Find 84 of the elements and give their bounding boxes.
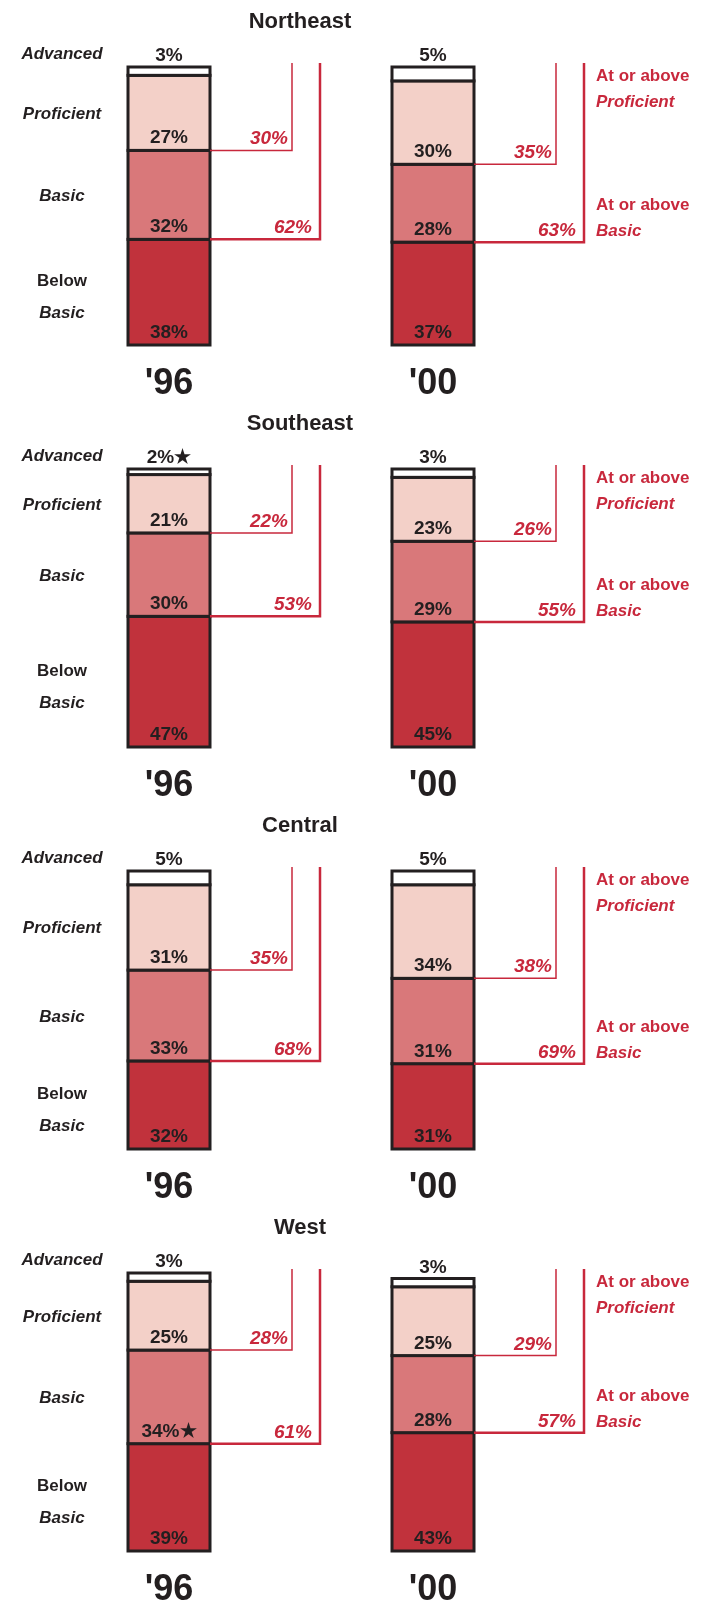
text: At or above Proficient	[596, 66, 690, 111]
data-label: 23%	[413, 517, 453, 539]
data-label: 28%	[413, 1408, 453, 1430]
data-label: 28%	[413, 218, 453, 240]
data-label: 29%	[413, 597, 453, 619]
annotation: 61%	[273, 1420, 313, 1442]
annotation: 62%	[273, 216, 313, 238]
data-label: 3%	[155, 44, 183, 65]
series-label: Proficient	[22, 918, 103, 938]
annotation: 68%	[273, 1037, 313, 1059]
annotation: 30%	[249, 127, 289, 149]
x-tick-label: '96	[144, 1567, 194, 1608]
chart-title: Northeast	[248, 8, 353, 33]
chart-title: Southeast	[246, 410, 354, 435]
data-label: 25%	[413, 1331, 453, 1353]
annotation: 38%	[513, 955, 553, 977]
text: At or above Proficient	[596, 1272, 690, 1317]
data-label: 31%	[413, 1039, 453, 1061]
annotation: 35%	[249, 947, 289, 969]
text: Basic	[39, 565, 86, 585]
x-tick-label: '00	[408, 763, 458, 804]
x-tick-label: '00	[408, 1567, 458, 1608]
data-label: 5%	[419, 848, 447, 869]
annotation: 57%	[537, 1409, 577, 1431]
text: At or above Proficient	[596, 468, 690, 513]
x-tick-label: '00	[408, 1165, 458, 1206]
data-label: 34%	[413, 954, 453, 976]
data-label: 30%	[413, 140, 453, 162]
annotation: 69%	[537, 1040, 577, 1062]
series-label: Proficient	[22, 1306, 103, 1326]
text: Below Basic	[36, 1083, 88, 1135]
series-label: Proficient	[22, 494, 103, 514]
data-label: 32%	[149, 1125, 189, 1146]
text: At or above Basic	[596, 1385, 690, 1431]
text: Basic	[39, 1387, 86, 1407]
data-label: 21%	[149, 508, 189, 530]
data-label: 37%	[413, 321, 453, 342]
series-label: Advanced	[20, 1250, 104, 1269]
text: At or above Basic	[596, 195, 690, 241]
annotation: 63%	[537, 219, 577, 241]
data-label: 47%	[149, 723, 189, 744]
x-tick-label: '96	[144, 1165, 194, 1206]
data-label: 38%	[149, 321, 189, 342]
series-label: Advanced	[20, 44, 104, 63]
annotation: 35%	[513, 141, 553, 163]
series-label: Advanced	[20, 446, 104, 465]
data-label: 31%	[149, 946, 189, 968]
data-label: 32%	[149, 215, 189, 237]
data-label: 34%★	[141, 1419, 197, 1441]
data-label: 27%	[149, 126, 189, 148]
text: At or above Basic	[596, 1016, 690, 1062]
data-label: 3%	[419, 1255, 447, 1277]
annotation: 53%	[273, 593, 313, 615]
data-label: 2%★	[146, 446, 192, 467]
data-label: 33%	[149, 1036, 189, 1058]
data-label: 31%	[413, 1125, 453, 1146]
series-label: Advanced	[20, 848, 104, 867]
text: Below Basic	[36, 660, 88, 712]
text: Below Basic	[36, 271, 88, 323]
x-tick-label: '00	[408, 361, 458, 402]
text: Basic	[39, 185, 86, 205]
series-label: Proficient	[22, 103, 103, 123]
text: At or above Basic	[596, 574, 690, 620]
x-tick-label: '96	[144, 763, 194, 804]
data-label: 43%	[413, 1527, 453, 1548]
data-label: 5%	[155, 848, 183, 869]
annotation: 22%	[248, 509, 289, 531]
text: At or above Proficient	[596, 870, 690, 915]
data-label: 39%	[149, 1527, 189, 1548]
text: Below Basic	[36, 1476, 88, 1528]
data-label: 5%	[419, 44, 447, 65]
annotation: 29%	[512, 1332, 553, 1354]
annotation: 55%	[537, 598, 577, 620]
data-label: 3%	[419, 446, 447, 467]
data-label: 45%	[413, 723, 453, 744]
annotation: 26%	[512, 518, 553, 540]
chart-title: West	[273, 1214, 327, 1239]
data-label: 25%	[149, 1326, 189, 1348]
data-label: 3%	[155, 1250, 183, 1271]
data-label: 30%	[149, 592, 189, 614]
text: Basic	[39, 1006, 86, 1026]
annotation: 28%	[248, 1327, 289, 1349]
chart-title: Central	[262, 812, 338, 837]
x-tick-label: '96	[144, 361, 194, 402]
